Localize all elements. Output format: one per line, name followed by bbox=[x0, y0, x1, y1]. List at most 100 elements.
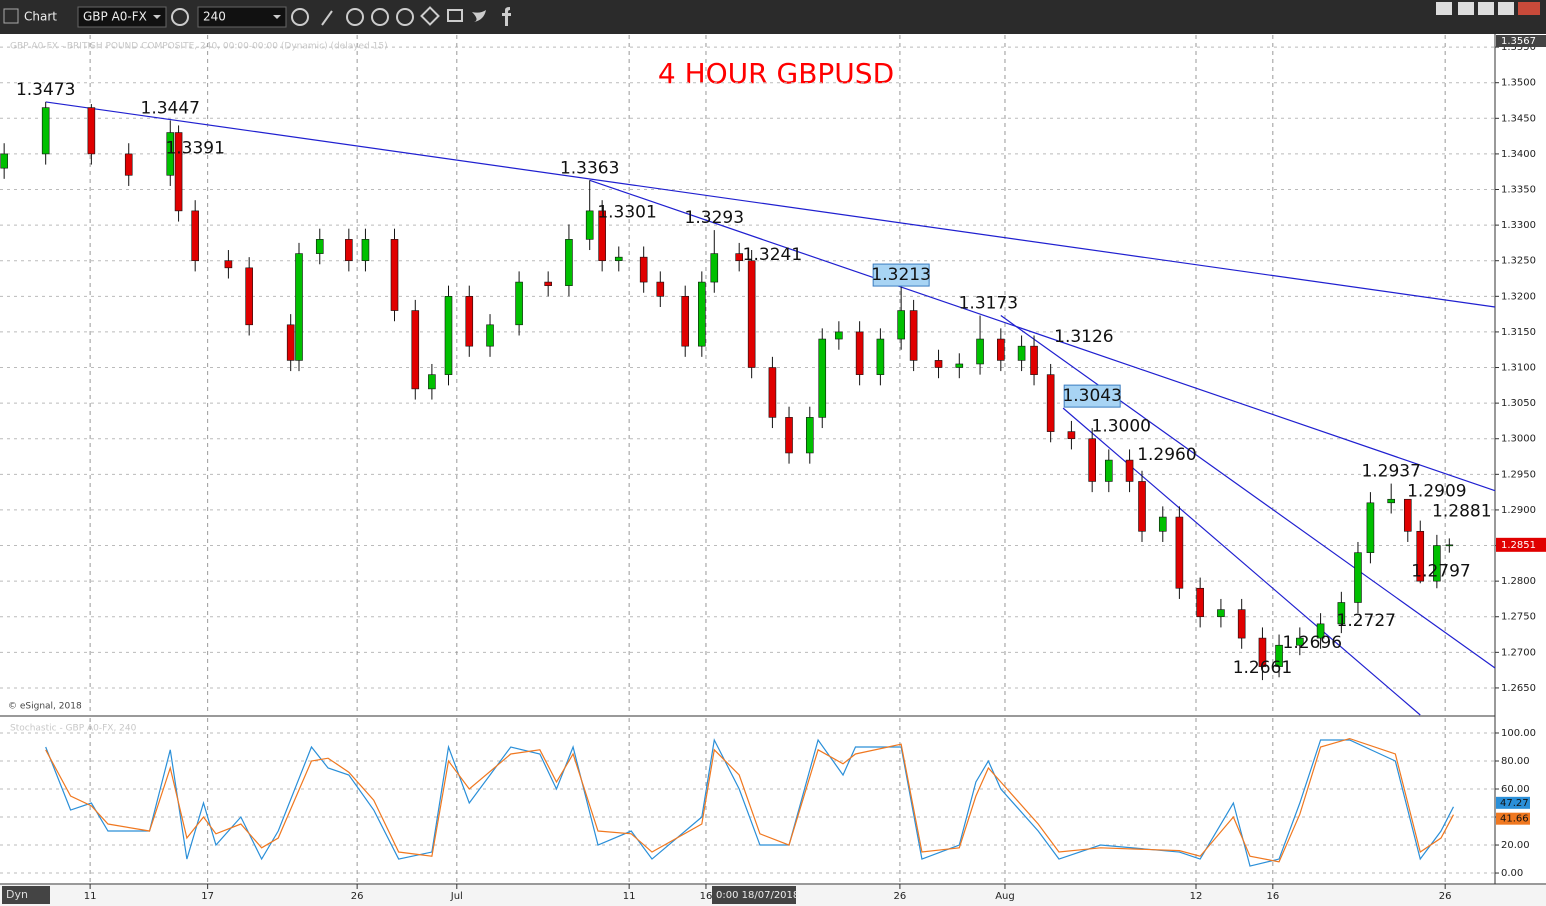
y-tick-label: 1.3300 bbox=[1501, 220, 1536, 231]
candle-body bbox=[1354, 552, 1362, 603]
chart-background bbox=[0, 34, 1546, 906]
candle-body bbox=[1138, 481, 1146, 532]
price-annotation: 1.2661 bbox=[1233, 658, 1292, 678]
draw-icon[interactable] bbox=[321, 10, 333, 26]
y-tick-label: 1.2650 bbox=[1501, 683, 1536, 694]
maximize-button[interactable] bbox=[1498, 2, 1514, 15]
candle-body bbox=[805, 417, 814, 454]
last-price: 1.2851 bbox=[1501, 540, 1536, 551]
study-icon[interactable] bbox=[346, 8, 364, 26]
y-tick-label: 1.2700 bbox=[1501, 647, 1536, 658]
candle-body bbox=[1017, 345, 1026, 361]
candle-body bbox=[345, 239, 353, 262]
candle-body bbox=[174, 132, 183, 212]
candle-body bbox=[955, 363, 964, 368]
candle-body bbox=[997, 338, 1005, 361]
candle-body bbox=[1445, 544, 1454, 547]
interval-box[interactable] bbox=[197, 6, 287, 28]
candle-body bbox=[909, 310, 918, 361]
price-annotation: 1.3126 bbox=[1054, 327, 1113, 347]
x-tick-label: 17 bbox=[201, 891, 214, 902]
candle-body bbox=[1433, 545, 1441, 582]
candle-body bbox=[747, 260, 756, 368]
app-label: Chart bbox=[24, 10, 57, 24]
x-tick-label: 16 bbox=[700, 891, 713, 902]
price-annotation: 1.3213 bbox=[871, 265, 930, 285]
y-tick-label: 60.00 bbox=[1501, 784, 1530, 795]
candle-body bbox=[0, 153, 8, 169]
y-tick-label: 1.3550 bbox=[1501, 42, 1536, 53]
price-annotation: 1.2727 bbox=[1337, 611, 1396, 631]
alert-icon[interactable] bbox=[396, 8, 414, 26]
y-tick-label: 1.2900 bbox=[1501, 505, 1536, 516]
y-tick-label: 1.3200 bbox=[1501, 291, 1536, 302]
candle-body bbox=[465, 296, 474, 347]
minimize-button[interactable] bbox=[1458, 2, 1474, 15]
crosshair-badge bbox=[712, 886, 796, 904]
close-button[interactable] bbox=[1518, 2, 1540, 15]
interval[interactable]: 240 bbox=[203, 10, 226, 24]
x-tick-label: Aug bbox=[995, 891, 1015, 902]
y-tick-label: 1.3350 bbox=[1501, 185, 1536, 196]
dropdown-arrow[interactable] bbox=[273, 15, 281, 19]
y-tick-label: 1.3400 bbox=[1501, 149, 1536, 160]
candle-body bbox=[41, 107, 50, 155]
dropdown-arrow[interactable] bbox=[153, 15, 161, 19]
top-price-badge bbox=[1496, 35, 1546, 47]
candle-body bbox=[428, 374, 436, 390]
candle-body bbox=[855, 331, 864, 375]
status: Dyn bbox=[6, 888, 28, 901]
symbol-box[interactable] bbox=[77, 6, 167, 28]
price-annotation: 1.3241 bbox=[743, 245, 802, 265]
candle-body bbox=[934, 360, 943, 368]
candle-body bbox=[598, 210, 606, 262]
candle-body bbox=[1196, 587, 1204, 618]
price-annotation: 1.2797 bbox=[1411, 561, 1470, 581]
comment-icon[interactable] bbox=[447, 9, 463, 22]
candle-body bbox=[1275, 644, 1283, 667]
clock-icon[interactable] bbox=[291, 8, 309, 26]
price-annotation: 1.3173 bbox=[959, 294, 1018, 314]
price-annotation: 1.3301 bbox=[597, 202, 656, 222]
candle-body bbox=[656, 281, 665, 297]
price-annotation: 1.2937 bbox=[1361, 462, 1420, 482]
value-badge-label: 47.27 bbox=[1500, 798, 1529, 809]
play-icon[interactable] bbox=[371, 8, 389, 26]
copy-button[interactable] bbox=[1478, 2, 1494, 15]
help-button[interactable] bbox=[1436, 2, 1452, 15]
legend-text: GBP A0-FX - BRITISH POUND COMPOSITE, 240… bbox=[10, 42, 388, 52]
candle-body bbox=[1337, 602, 1346, 625]
price-annotation: 1.2960 bbox=[1137, 445, 1196, 465]
tag-icon[interactable] bbox=[420, 6, 440, 26]
trendline bbox=[1000, 315, 1496, 669]
candle-body bbox=[1217, 609, 1225, 618]
value-badge-label: 41.66 bbox=[1500, 814, 1529, 825]
candle-body bbox=[361, 239, 370, 262]
chart-icon bbox=[3, 8, 19, 24]
y-tick-label: 1.3450 bbox=[1501, 113, 1536, 124]
twitter-icon[interactable] bbox=[472, 10, 486, 22]
price-annotation: 1.3473 bbox=[16, 80, 75, 100]
settings-icon[interactable] bbox=[171, 8, 189, 26]
candle-body bbox=[976, 338, 984, 365]
candle-body bbox=[286, 324, 295, 361]
candle-body bbox=[1046, 374, 1055, 432]
trendline bbox=[589, 179, 1496, 492]
price-annotation: 1.2909 bbox=[1407, 482, 1466, 502]
price-annotation: 1.3363 bbox=[560, 158, 619, 178]
y-tick-label: 0.00 bbox=[1501, 868, 1523, 879]
x-tick-label: Jul bbox=[450, 891, 463, 902]
facebook-icon[interactable] bbox=[502, 7, 511, 26]
symbol[interactable]: GBP A0-FX bbox=[83, 10, 147, 24]
candle-body bbox=[768, 367, 777, 418]
candle-body bbox=[1067, 431, 1076, 440]
candle-body bbox=[1088, 438, 1096, 482]
candle-body bbox=[1175, 516, 1184, 589]
y-tick-label: 1.3150 bbox=[1501, 327, 1536, 338]
candle-body bbox=[639, 256, 648, 283]
candle-body bbox=[390, 239, 399, 311]
candle-body bbox=[614, 256, 623, 262]
candle-body bbox=[698, 281, 706, 347]
candle-body bbox=[1366, 502, 1375, 553]
